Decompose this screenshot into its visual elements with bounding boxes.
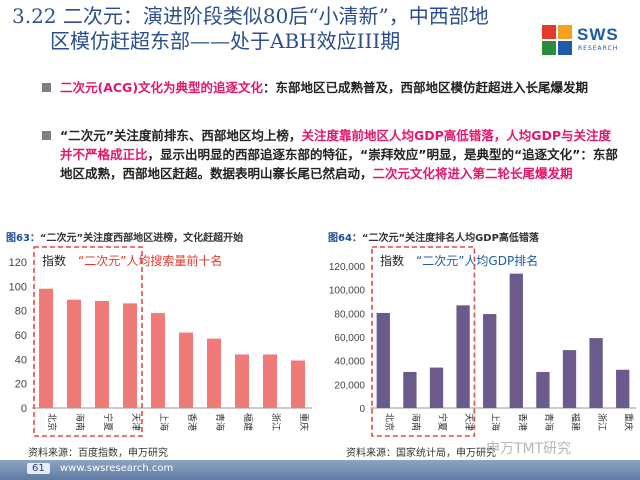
legend-series-label: “二次元”人均搜索量前十名 [78, 253, 222, 268]
y-tick-label: 60,000 [334, 333, 365, 344]
bar-8 [562, 350, 577, 408]
slide-title-line-2: 区模仿赶超东部——处于ABH效应III期 [50, 29, 401, 53]
x-tick-label: 香港 [186, 413, 198, 431]
x-tick-label: 天津 [130, 413, 141, 431]
figure-64-title: “二次元”关注度排名人均GDP高低错落 [361, 233, 539, 244]
highlight-box [371, 246, 476, 437]
bar-9 [589, 338, 603, 408]
bar-10 [616, 369, 630, 408]
y-tick-label: 100,000 [329, 286, 366, 297]
gdp-per-capita-bar-chart: 0 20,000 40,000 60,000 80,000 100,000 120,000 北… [329, 246, 636, 437]
bar-6 [509, 273, 523, 408]
bar-3 [95, 300, 109, 408]
legend-index-label: 指数 [42, 253, 66, 268]
y-tick-label: 40 [15, 354, 27, 366]
bullet-1-highlight: 二次元(ACG)文化为典型的追逐文化 [60, 80, 264, 95]
figure-64-caption: 图64：“二次元”关注度排名人均GDP高低错落 [328, 229, 539, 244]
x-tick-label: 重庆 [298, 413, 310, 431]
sws-logo: SWS RESEARCH [541, 24, 625, 58]
x-tick-label: 青海 [543, 413, 555, 431]
watermark: 申万TMT研究 [486, 441, 572, 457]
bullet-square-icon [42, 131, 51, 140]
y-tick-label: 120 [9, 257, 27, 269]
source-note-1: 资料来源：百度指数，申万研究 [28, 448, 168, 459]
footer-bar: 61 www.swsresearch.com [0, 460, 640, 480]
x-tick-label: 青海 [214, 413, 226, 431]
page-number: 61 [27, 463, 50, 474]
y-tick-label: 40,000 [334, 357, 365, 368]
bar-1 [376, 312, 390, 408]
bar-2 [67, 299, 81, 408]
bar-7 [207, 338, 221, 408]
y-tick-label: 100 [9, 281, 27, 293]
x-tick-label: 浙江 [596, 413, 608, 431]
bullet-2-highlight-1: 关注度靠前地区人均GDP高低错落，人均GDP与关注度并不严格成正比 [60, 128, 612, 162]
highlight-box [33, 246, 143, 437]
y-tick-label: 0 [21, 403, 27, 415]
bullet-2-text-2: ，显示出明显的西部追逐东部的特征，“崇拜效应”明显，是典型的“追逐文化”：东部地… [60, 147, 618, 181]
figure-63-caption: 图63：“二次元”关注度西部地区进榜，文化赶超开始 [6, 229, 243, 244]
x-tick-label: 海南 [410, 413, 422, 431]
legend-index-label: 指数 [380, 253, 404, 268]
x-tick-label: 上海 [490, 413, 502, 431]
y-tick-label: 20,000 [334, 380, 365, 391]
x-tick-label: 北京 [46, 413, 58, 431]
logo-subtitle: RESEARCH [578, 45, 619, 52]
bullet-1-text: ：东部地区已成熟普及，西部地区模仿赶超进入长尾爆发期 [263, 80, 589, 95]
x-tick-label: 上海 [158, 413, 170, 431]
footer-url: www.swsresearch.com [60, 463, 174, 474]
bullet-square-icon [42, 83, 51, 92]
y-tick-label: 0 [359, 404, 365, 415]
y-tick-label: 120,000 [329, 262, 366, 273]
bar-1 [39, 288, 53, 408]
bar-4 [123, 303, 137, 408]
bullet-2-highlight-2: 二次元文化将进入第二轮长尾爆发期 [372, 166, 573, 181]
y-tick-label: 80 [15, 306, 27, 318]
sws-logo-icon [542, 25, 572, 55]
x-tick-label: 天津 [463, 413, 474, 431]
x-tick-label: 香港 [516, 413, 528, 431]
figure-63-title: “二次元”关注度西部地区进榜，文化赶超开始 [39, 233, 244, 244]
bar-6 [179, 332, 193, 408]
x-tick-label: 福建 [570, 413, 582, 431]
bullet-1: 二次元(ACG)文化为典型的追逐文化：东部地区已成熟普及，西部地区模仿赶超进入长… [42, 78, 620, 97]
x-tick-label: 北京 [383, 413, 395, 431]
x-tick-label: 福建 [242, 413, 254, 431]
legend-series-label: “二次元”人均GDP排名 [416, 253, 538, 268]
figure-64-number: 图64： [328, 233, 362, 244]
bar-2 [403, 371, 417, 408]
slide-title: 3.22 二次元：演进阶段类似80后“小清新”，中西部地 区模仿赶超东部——处于… [12, 4, 527, 54]
x-tick-label: 海南 [74, 413, 86, 431]
y-tick-label: 80,000 [334, 309, 365, 320]
y-tick-label: 60 [15, 330, 27, 342]
source-note-2: 资料来源：国家统计局，申万研究 [346, 448, 496, 459]
bar-5 [151, 313, 165, 408]
bullet-2: “二次元”关注度前排东、西部地区均上榜，关注度靠前地区人均GDP高低错落，人均G… [42, 126, 620, 183]
bullet-2-text-1: “二次元”关注度前排东、西部地区均上榜， [60, 128, 302, 143]
bar-3 [429, 367, 444, 408]
x-tick-label: 宁夏 [437, 413, 449, 431]
bar-7 [536, 371, 550, 408]
bar-8 [235, 354, 249, 408]
logo-name: SWS [577, 25, 619, 44]
bar-10 [291, 360, 305, 408]
x-tick-label: 浙江 [270, 413, 282, 431]
y-tick-label: 20 [15, 379, 27, 391]
bar-4 [456, 305, 470, 408]
search-volume-bar-chart: 0 20 40 60 80 100 120 北京 海南 宁夏 天津 上海 香港 青海 福建 浙江 重庆 指数 “二次… [9, 246, 312, 437]
figure-63-number: 图63： [6, 233, 40, 244]
bar-5 [483, 314, 497, 408]
x-tick-label: 宁夏 [102, 413, 114, 431]
bar-9 [263, 354, 277, 408]
slide-title-line-1: 3.22 二次元：演进阶段类似80后“小清新”，中西部地 [12, 4, 489, 28]
x-tick-label: 重庆 [623, 413, 635, 431]
